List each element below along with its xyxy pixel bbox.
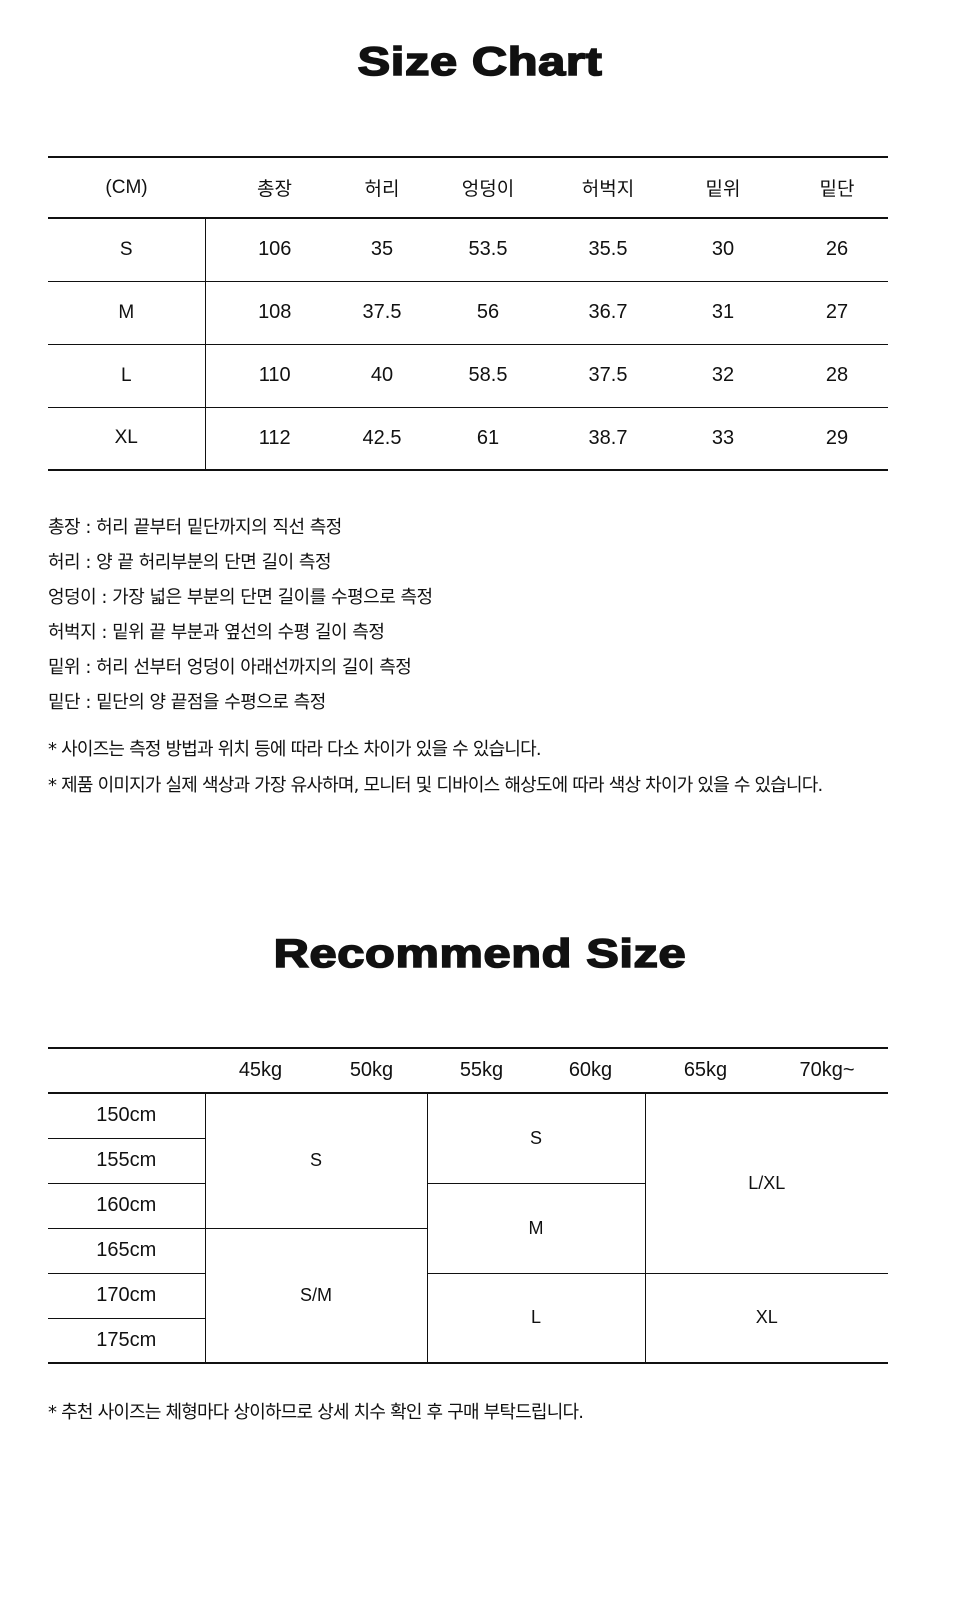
height-label: 150cm: [96, 1104, 157, 1127]
weight-header: 65kg: [645, 1048, 766, 1094]
measurement-cell: 30: [711, 238, 735, 261]
weight-header: 70kg~: [766, 1048, 888, 1094]
measurement-definitions: 총장 : 허리 끝부터 밑단까지의 직선 측정 허리 : 양 끝 허리부분의 단…: [48, 510, 433, 720]
table-row: 150cm S S L/XL: [48, 1092, 888, 1273]
size-cell: XL: [644, 1272, 888, 1363]
measurement-cell: 33: [660, 406, 786, 470]
column-header: 밑위: [660, 157, 786, 219]
measurement-cell: 35.5: [588, 238, 628, 261]
definition: 밑단 : 밑단의 양 끝점을 수평으로 측정: [48, 692, 326, 713]
weight-header: 60kg: [536, 1048, 645, 1094]
table-row: 170cm L XL: [48, 1272, 888, 1363]
height-label: 175cm: [48, 1317, 205, 1363]
measurement-cell: 106: [258, 238, 292, 261]
table-row: 175cm: [48, 1317, 888, 1363]
table-row: M 108 37.5 56 36.7 31 27: [48, 280, 888, 344]
column-header: 총장: [205, 157, 344, 219]
notice: * 제품 이미지가 실제 색상과 가장 유사하며, 모니터 및 디바이스 해상도…: [48, 775, 823, 796]
measurement-cell: 61: [420, 406, 556, 470]
table-row: S 106 35 53.5 35.5 30 26: [48, 218, 888, 281]
measurement-cell: 112: [205, 406, 344, 470]
size-cell: M: [426, 1182, 645, 1273]
size-cell: S: [204, 1092, 427, 1228]
column-header: 허벅지: [556, 157, 660, 219]
measurement-cell: 42.5: [344, 406, 420, 470]
height-label: 170cm: [48, 1272, 205, 1318]
size-cell: S/M: [204, 1227, 427, 1363]
measurement-cell: 38.7: [556, 406, 660, 470]
measurement-cell: 35: [370, 238, 394, 261]
column-header: 밑단: [786, 157, 888, 219]
table-row: XL 112 42.5 61 38.7 33 29: [48, 406, 888, 470]
table-row: 160cm M: [48, 1182, 888, 1273]
measurement-cell: 108: [205, 280, 344, 344]
measurement-cell: 40: [344, 343, 420, 407]
column-header: 허리: [344, 157, 420, 219]
size-label: M: [48, 280, 206, 344]
size-cell: L: [426, 1272, 645, 1363]
measurement-cell: 26: [825, 238, 849, 261]
measurement-cell: 36.7: [556, 280, 660, 344]
table-header-row: (CM) 총장 허리 엉덩이 허벅지 밑위 밑단: [48, 157, 888, 219]
recommend-footnote: * 추천 사이즈는 체형마다 상이하므로 상세 치수 확인 후 구매 부탁드립니…: [48, 1402, 584, 1423]
measurement-cell: 28: [786, 343, 888, 407]
definition: 허리 : 양 끝 허리부분의 단면 길이 측정: [48, 552, 332, 573]
height-label: 165cm: [48, 1227, 205, 1273]
measurement-cell: 31: [660, 280, 786, 344]
size-label: XL: [48, 406, 206, 470]
height-label: 155cm: [48, 1137, 205, 1183]
definition: 허벅지 : 밑위 끝 부분과 옆선의 수평 길이 측정: [48, 622, 385, 643]
table-row: 155cm: [48, 1137, 888, 1183]
measurement-cell: 37.5: [556, 343, 660, 407]
measurement-cell: 37.5: [344, 280, 420, 344]
size-cell: L/XL: [644, 1092, 888, 1273]
recommend-size-title: Recommend Size: [273, 931, 687, 977]
size-cell: S: [426, 1092, 645, 1183]
column-header: 엉덩이: [420, 157, 556, 219]
height-label: 160cm: [48, 1182, 205, 1228]
measurement-cell: 56: [420, 280, 556, 344]
size-chart-table: (CM) 총장 허리 엉덩이 허벅지 밑위 밑단 S 106 35 53.5 35.5 3…: [48, 156, 888, 471]
measurement-cell: 53.5: [468, 238, 508, 261]
measurement-cell: 110: [205, 343, 344, 407]
notice: * 사이즈는 측정 방법과 위치 등에 따라 다소 차이가 있을 수 있습니다.: [48, 739, 542, 760]
measurement-cell: 29: [786, 406, 888, 470]
corner-cell: [48, 1048, 205, 1094]
weight-header: 55kg: [427, 1048, 536, 1094]
table-row: L 110 40 58.5 37.5 32 28: [48, 343, 888, 407]
measurement-cell: 58.5: [420, 343, 556, 407]
definition: 엉덩이 : 가장 넓은 부분의 단면 길이를 수평으로 측정: [48, 587, 433, 608]
size-label: L: [48, 343, 206, 407]
unit-header: (CM): [48, 157, 205, 219]
measurement-cell: 32: [660, 343, 786, 407]
definition: 밑위 : 허리 선부터 엉덩이 아래선까지의 길이 측정: [48, 657, 412, 678]
measurement-cell: 27: [786, 280, 888, 344]
weight-header-row: 45kg 50kg 55kg 60kg 65kg 70kg~: [48, 1048, 888, 1094]
size-chart-title: Size Chart: [357, 39, 603, 85]
table-row: 165cm S/M: [48, 1227, 888, 1363]
definition: 총장 : 허리 끝부터 밑단까지의 직선 측정: [48, 517, 342, 538]
notices: * 사이즈는 측정 방법과 위치 등에 따라 다소 차이가 있을 수 있습니다.…: [48, 732, 823, 804]
weight-header: 50kg: [316, 1048, 427, 1094]
recommend-size-table: 45kg 50kg 55kg 60kg 65kg 70kg~ 150cm S S…: [48, 1047, 888, 1364]
size-label: S: [48, 218, 206, 281]
weight-header: 45kg: [205, 1048, 316, 1094]
